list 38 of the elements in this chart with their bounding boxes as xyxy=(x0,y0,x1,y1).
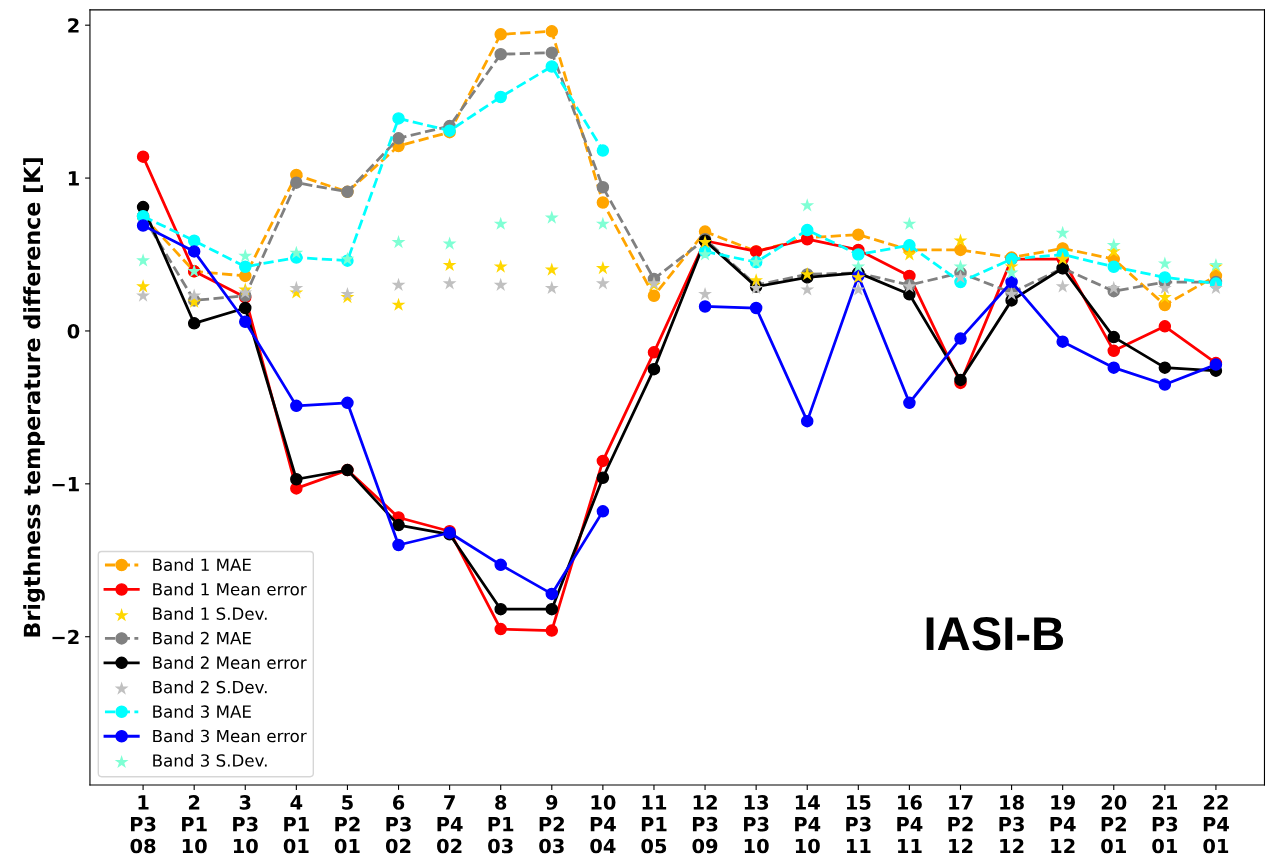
x-tick-label: 19 P4 12 xyxy=(1050,795,1076,854)
x-tick-label: 11 P1 05 xyxy=(641,795,667,854)
x-tick-label: 6 P3 02 xyxy=(385,795,411,854)
annotation: IASI-B xyxy=(926,616,1064,651)
legend-label: Band 2 MAE xyxy=(153,631,251,645)
y-tick-label: −1 xyxy=(52,477,79,492)
x-tick-label: 18 P3 12 xyxy=(999,795,1024,854)
x-tick-label: 7 P4 02 xyxy=(437,795,463,854)
legend-label: Band 2 S.Dev. xyxy=(153,680,267,694)
x-tick-label: 4 P1 01 xyxy=(283,795,309,854)
x-tick-label: 16 P4 11 xyxy=(897,795,923,854)
x-tick-label: 13 P3 10 xyxy=(744,795,769,854)
legend-label: Band 1 Mean error xyxy=(153,582,307,596)
legend-label: Band 1 S.Dev. xyxy=(153,607,267,621)
legend-label: Band 2 Mean error xyxy=(153,656,307,669)
x-tick-label: 3 P3 10 xyxy=(233,795,258,854)
x-tick-label: 1 P3 08 xyxy=(130,795,156,854)
x-tick-label: 22 P4 01 xyxy=(1203,795,1229,854)
x-tick-label: 2 P1 10 xyxy=(182,795,207,854)
x-tick-label: 21 P3 01 xyxy=(1152,795,1178,854)
x-tick-label: 10 P4 04 xyxy=(590,795,616,854)
x-tick-label: 5 P2 01 xyxy=(334,795,360,854)
x-tick-label: 14 P4 10 xyxy=(795,795,821,854)
x-tick-label: 15 P3 11 xyxy=(846,795,871,854)
legend-label: Band 1 MAE xyxy=(153,558,251,572)
y-axis-title: Brigthness temperature difference [K] xyxy=(23,158,45,637)
y-tick-label: 2 xyxy=(68,18,79,33)
y-tick-label: 1 xyxy=(68,171,79,186)
legend-label: Band 3 S.Dev. xyxy=(153,753,267,767)
y-tick-label: −2 xyxy=(52,629,79,645)
x-tick-label: 8 P1 03 xyxy=(488,795,514,854)
x-tick-label: 20 P2 01 xyxy=(1101,795,1127,854)
legend-label: Band 3 MAE xyxy=(153,704,251,718)
y-tick-label: 0 xyxy=(67,323,80,339)
x-tick-label: 9 P2 03 xyxy=(539,795,564,854)
legend-label: Band 3 Mean error xyxy=(153,729,307,743)
x-tick-label: 17 P2 12 xyxy=(948,795,973,854)
x-tick-label: 12 P3 09 xyxy=(692,795,718,854)
